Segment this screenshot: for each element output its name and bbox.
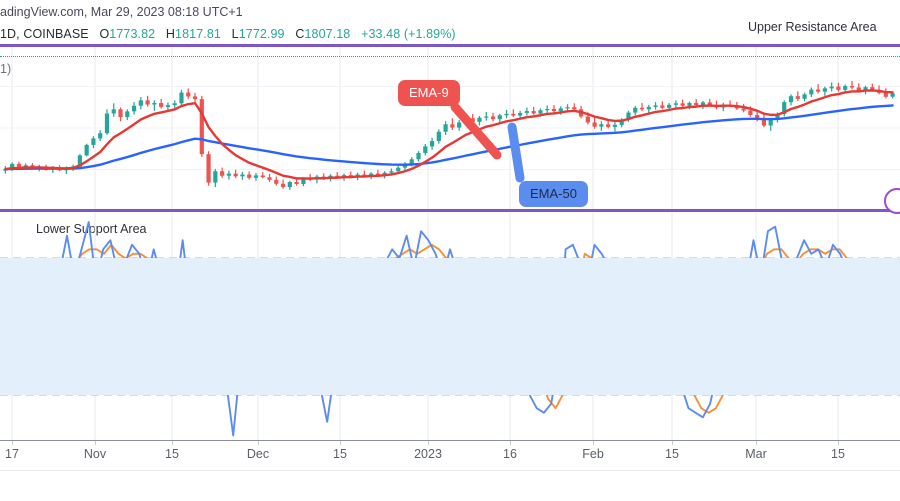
axis-tick-label: 15 [165,447,179,461]
axis-tickmark [172,441,173,445]
axis-tickmark [756,441,757,445]
axis-tickmark [12,441,13,445]
axis-tick-label: 17 [5,447,19,461]
open-label: O [99,27,110,41]
attribution-text: adingView.com, Mar 29, 2023 08:18 UTC+1 [0,5,900,22]
attribution-label: adingView.com, Mar 29, 2023 08:18 UTC+1 [0,5,243,19]
axis-tickmark [593,441,594,445]
upper-resistance-line [0,44,900,47]
price-pane[interactable] [0,45,900,211]
indicator-sublegend: 1) [0,62,12,76]
lower-support-area-label: Lower Support Area [36,222,147,236]
price-marker-badge-icon [884,188,900,214]
high-label: H [165,27,176,41]
axis-tick-label: 2023 [414,447,442,461]
axis-tick-label: 15 [665,447,679,461]
axis-tickmark [672,441,673,445]
axis-tick-label: 16 [503,447,517,461]
axis-tick-label: Nov [83,447,107,461]
axis-tick-label: 15 [831,447,845,461]
axis-tickmark [428,441,429,445]
high-value: 1817.81 [175,27,221,41]
stochastic-pane[interactable] [0,213,900,440]
axis-tick-label: Feb [582,447,604,461]
time-axis[interactable]: 17 Nov 15 Dec 15 2023 16 Feb 15 Mar 15 [0,440,900,501]
ema9-callout[interactable]: EMA-9 [398,80,460,106]
low-label: L [231,27,239,41]
lower-support-line [0,209,900,212]
close-value: 1807.18 [304,27,351,41]
ema50-callout-label: EMA-50 [530,186,577,201]
ema9-callout-label: EMA-9 [409,85,449,100]
stochastic-band [0,258,900,395]
symbol-legend[interactable]: 1D, COINBASE O1773.82 H1817.81 L1772.99 … [0,27,900,45]
upper-resistance-area-label: Upper Resistance Area [748,20,877,34]
axis-tickmark [510,441,511,445]
change-value: +33.48 (+1.89%) [361,27,456,41]
price-chart-svg [0,45,900,211]
close-label: C [295,27,305,41]
axis-tickmark [838,441,839,445]
ema50-callout[interactable]: EMA-50 [519,181,588,207]
exchange-label: COINBASE [23,27,89,41]
axis-tick-label: Dec [246,447,270,461]
upper-resistance-dotted-line [0,56,900,57]
axis-tickmark [340,441,341,445]
open-value: 1773.82 [109,27,156,41]
axis-tick-label: 15 [333,447,347,461]
axis-separator [0,470,900,471]
low-value: 1772.99 [238,27,285,41]
interval-label: 1D, [0,27,20,41]
axis-tickmark [258,441,259,445]
axis-tickmark [95,441,96,445]
axis-tick-label: Mar [745,447,767,461]
